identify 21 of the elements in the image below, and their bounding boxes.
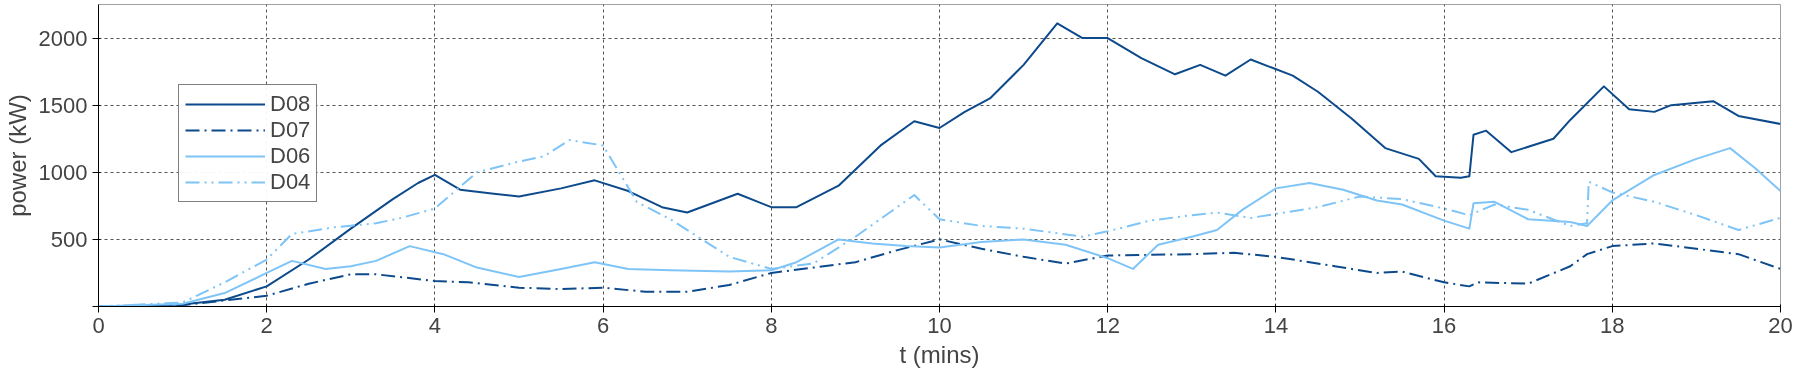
legend-label: D04	[270, 169, 311, 195]
y-tick-label: 500	[50, 226, 88, 252]
x-tick-label: 12	[1095, 312, 1120, 338]
x-tick-label: 16	[1431, 312, 1457, 338]
x-tick-label: 18	[1600, 312, 1625, 338]
y-tick-label: 2000	[38, 25, 88, 51]
y-tick-label: 1500	[38, 92, 88, 118]
legend-label: D07	[270, 117, 311, 143]
legend-label: D06	[270, 143, 311, 169]
x-axis-title: t (mins)	[899, 340, 980, 368]
x-tick-label: 6	[596, 312, 610, 338]
y-axis-title: power (kW)	[3, 94, 31, 217]
x-tick-label: 8	[765, 312, 778, 338]
y-tick-label: 1000	[38, 159, 88, 185]
x-tick-label: 0	[92, 312, 105, 338]
x-tick-label: 20	[1768, 312, 1793, 338]
x-tick-label: 10	[927, 312, 952, 338]
x-tick-label: 4	[428, 312, 442, 338]
legend-label: D08	[270, 91, 311, 117]
x-tick-label: 14	[1263, 312, 1289, 338]
x-tick-label: 2	[260, 312, 273, 338]
